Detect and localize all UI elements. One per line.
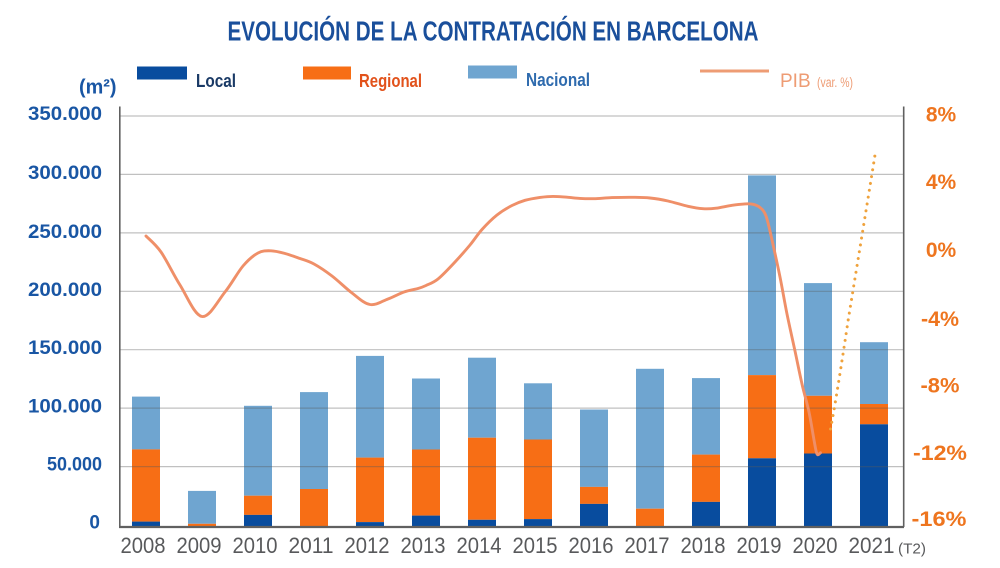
svg-text:2012: 2012 xyxy=(345,533,390,558)
svg-text:2010: 2010 xyxy=(233,533,278,558)
svg-text:Local: Local xyxy=(196,70,236,91)
svg-text:(T2): (T2) xyxy=(898,542,926,558)
svg-text:150.000: 150.000 xyxy=(28,338,102,359)
svg-text:2009: 2009 xyxy=(177,533,222,558)
svg-text:2020: 2020 xyxy=(793,533,838,558)
svg-text:Nacional: Nacional xyxy=(526,69,590,90)
svg-text:4%: 4% xyxy=(926,171,957,194)
svg-text:300.000: 300.000 xyxy=(28,163,102,184)
svg-text:200.000: 200.000 xyxy=(28,280,102,301)
svg-text:(m²): (m²) xyxy=(79,77,117,99)
svg-text:250.000: 250.000 xyxy=(28,222,102,243)
svg-text:2019: 2019 xyxy=(737,533,782,558)
svg-text:EVOLUCIÓN DE LA CONTRATACIÓN E: EVOLUCIÓN DE LA CONTRATACIÓN EN BARCELON… xyxy=(228,16,759,47)
svg-text:2018: 2018 xyxy=(681,533,726,558)
svg-text:-16%: -16% xyxy=(912,508,967,531)
svg-text:-8%: -8% xyxy=(921,375,960,398)
svg-text:2021: 2021 xyxy=(849,533,895,558)
svg-text:PIB: PIB xyxy=(780,71,811,92)
svg-text:2008: 2008 xyxy=(121,533,166,558)
svg-text:2017: 2017 xyxy=(625,533,670,558)
svg-text:-12%: -12% xyxy=(913,442,967,465)
svg-text:2011: 2011 xyxy=(289,533,334,558)
svg-text:2016: 2016 xyxy=(569,533,614,558)
svg-text:100.000: 100.000 xyxy=(28,396,102,417)
svg-text:0: 0 xyxy=(89,513,100,534)
svg-text:2015: 2015 xyxy=(513,533,558,558)
svg-text:0%: 0% xyxy=(926,239,957,262)
svg-text:2014: 2014 xyxy=(457,533,502,558)
svg-text:(var. %): (var. %) xyxy=(817,75,853,90)
svg-text:8%: 8% xyxy=(926,104,957,127)
svg-text:Regional: Regional xyxy=(359,70,422,91)
svg-text:-4%: -4% xyxy=(921,308,959,331)
svg-text:350.000: 350.000 xyxy=(28,104,102,125)
svg-text:2013: 2013 xyxy=(401,533,446,558)
svg-text:50.000: 50.000 xyxy=(47,455,102,476)
